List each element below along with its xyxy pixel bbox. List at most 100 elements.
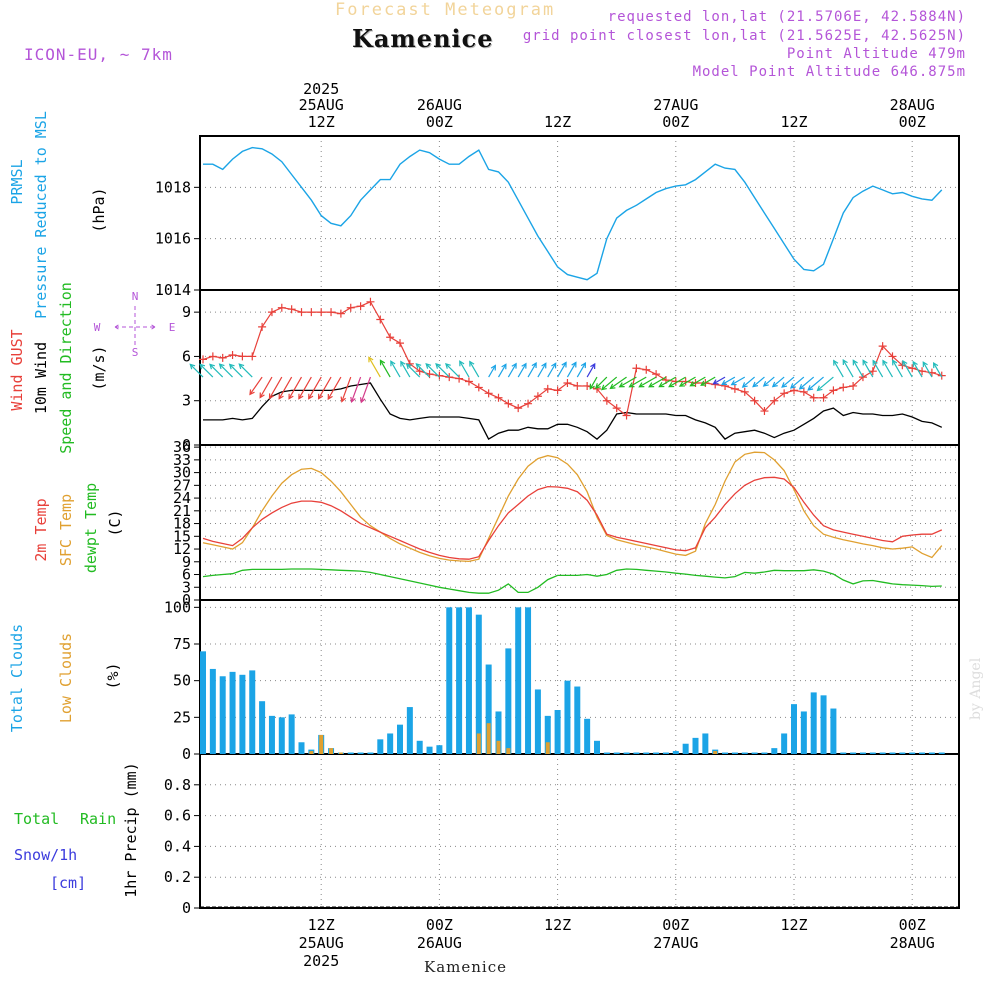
total-clouds-bar	[791, 704, 797, 754]
total-clouds-bar	[495, 711, 502, 754]
wind-arrow-head	[668, 382, 675, 388]
wind-direction-arrow	[327, 376, 342, 401]
wind-gust-marker	[602, 396, 611, 405]
bottom-date-label: 28AUG	[890, 934, 935, 952]
wind-arrow-head	[469, 360, 475, 367]
wind-arrow-head	[912, 360, 918, 367]
wind-arrow-shaft	[852, 360, 864, 378]
total-clouds-bar	[909, 752, 916, 754]
total-clouds-bar	[219, 676, 226, 754]
total-clouds-bar	[525, 607, 532, 754]
wind-direction-arrow	[557, 361, 567, 378]
top-hour-label: 00Z	[899, 113, 926, 131]
low-clouds-bar	[496, 740, 501, 754]
wind-ytick-label: 6	[182, 347, 191, 365]
wind-arrow-shaft	[445, 363, 460, 378]
wind-direction-arrow	[609, 376, 627, 390]
total-clouds-bar	[229, 671, 236, 754]
precip-rain-label: Rain	[80, 810, 116, 828]
wind-arrow-head	[638, 382, 645, 388]
total-clouds-bar	[850, 752, 857, 754]
wind-arrow-shaft	[469, 361, 480, 378]
wind-arrow-shaft	[308, 376, 322, 400]
wind-direction-arrow	[862, 359, 874, 378]
wind-arrow-head	[238, 363, 245, 370]
wind-direction-arrow	[537, 362, 547, 378]
wind-gust-marker	[464, 377, 473, 386]
temp-unit-label: (C)	[106, 509, 124, 536]
wind-arrow-shaft	[817, 376, 834, 391]
wind-arrow-shaft	[268, 376, 283, 399]
wind-gust-marker	[780, 389, 789, 398]
wind-arrow-shaft	[379, 360, 391, 378]
wind-arrow-head	[340, 396, 347, 403]
wind-gust-marker	[642, 365, 651, 374]
wind-gust-marker	[524, 399, 533, 408]
requested-point: requested lon,lat (21.5706E, 42.5884N)	[607, 9, 966, 25]
wind-gust-marker	[652, 370, 661, 379]
wind-arrow-head	[752, 381, 759, 388]
wind-direction-arrow	[415, 363, 430, 378]
total-clouds-bar	[594, 740, 600, 754]
wind-gust-marker	[336, 309, 345, 318]
wind-arrow-shaft	[892, 360, 903, 378]
clouds-ytick-label: 75	[173, 635, 191, 653]
wind-gust-marker	[415, 367, 424, 376]
wind-gust-marker	[208, 352, 217, 361]
wind-arrow-shaft	[249, 376, 263, 395]
bottom-hour-label: 00Z	[426, 916, 453, 934]
temp-dewpt-label: dewpt Temp	[82, 483, 100, 573]
compass-n-label: N	[132, 290, 139, 303]
wind-direction-arrow	[278, 376, 293, 400]
wind-arrow-head	[298, 393, 304, 400]
low-clouds-bar	[506, 748, 511, 754]
wind-arrow-shaft	[327, 376, 342, 400]
total-clouds-bar	[919, 752, 926, 754]
wind-direction-arrow	[228, 363, 243, 378]
wind-arrow-head	[580, 361, 587, 369]
temperature-ytick-label: 12	[173, 540, 191, 558]
bottom-hour-label: 00Z	[899, 916, 926, 934]
wind-direction-arrow	[547, 362, 557, 378]
wind-arrow-shaft	[288, 376, 303, 400]
wind-direction-arrow	[469, 360, 480, 378]
wind-arrow-shaft	[679, 376, 696, 387]
wind-arrow-shaft	[731, 376, 746, 386]
total-clouds-bar	[436, 745, 443, 754]
wind-direction-arrow	[288, 376, 303, 400]
wind-direction-arrow	[308, 376, 322, 400]
wind-direction-arrow	[902, 359, 913, 378]
wind-arrow-shaft	[259, 376, 273, 398]
clouds-unit-label: (%)	[104, 662, 122, 689]
temperature-ytick-label: 30	[173, 464, 191, 482]
pressure-label-msl: Pressure Reduced to MSL	[32, 111, 50, 319]
wind-arrow-shaft	[425, 363, 440, 378]
wind-arrow-shaft	[507, 363, 517, 378]
top-hour-label: 12Z	[308, 113, 335, 131]
wind-arrow-head	[762, 381, 769, 387]
wind-direction-arrow	[359, 376, 372, 404]
total-clouds-bar	[239, 674, 246, 754]
wind-arrow-shaft	[527, 362, 537, 378]
total-clouds-bar	[554, 710, 561, 754]
wind-gust-marker	[346, 303, 355, 312]
wind-direction-arrow	[576, 361, 587, 378]
temperature-ytick-label: 27	[173, 476, 191, 494]
wind-arrow-head	[595, 383, 601, 389]
wind-10m-label: 10m Wind	[32, 342, 50, 414]
wind-arrow-head	[600, 384, 607, 391]
wind-direction-arrow	[700, 376, 716, 386]
total-clouds-bar	[869, 752, 876, 754]
wind-arrow-shaft	[713, 376, 726, 385]
wind-direction-arrow	[340, 376, 352, 403]
wind-arrow-head	[712, 379, 719, 385]
wind-arrow-head	[872, 359, 878, 366]
wind-gust-marker	[543, 384, 552, 393]
precip-snow-unit-label: [cm]	[50, 874, 86, 892]
wind-gust-marker	[376, 315, 385, 324]
wind-gust-marker	[327, 308, 336, 317]
wind-arrow-head	[618, 382, 625, 388]
wind-arrow-shaft	[406, 363, 421, 378]
wind-arrow-head	[541, 362, 547, 369]
wind-gust-marker	[937, 371, 946, 380]
